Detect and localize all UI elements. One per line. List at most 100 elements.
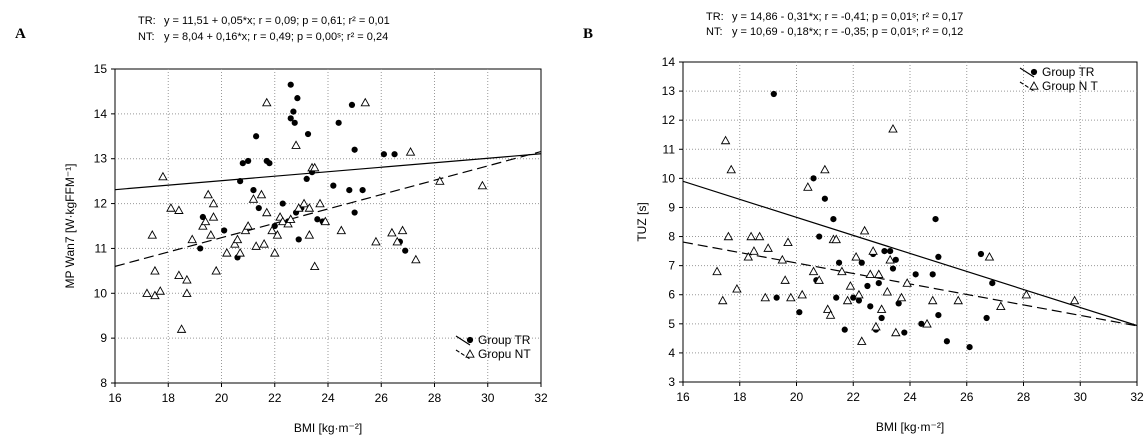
panel-b-nt-point [1069,295,1080,305]
panel-b-nt-point [797,289,807,299]
panel-b-nt-point [746,231,756,241]
panel-a-nt-point [387,227,397,237]
panel-a-tr-point [266,160,273,167]
panel-b-nt-point [732,283,742,293]
panel-a-xtick-label: 30 [481,391,495,405]
panel-a-tr-point [391,151,398,158]
panel-b-ytick-label: 13 [662,84,676,98]
panel-b-tr-point [816,233,823,240]
panel-b-ytick-label: 7 [668,259,675,273]
panel-a-xtick-label: 32 [534,391,548,405]
panel-a-nt-point [203,189,213,199]
panel-a-nt-point [208,212,219,221]
panel-b-tr-point [855,297,863,304]
panel-a-xtick-label: 20 [215,391,229,405]
panel-a-ytick-label: 11 [95,241,108,255]
panel-b-tr-point [935,253,942,261]
panel-b-nt-point [720,135,731,145]
panel-b-tr-point [901,329,908,336]
panel-a-nt-point [187,234,197,244]
panel-b-fit-line-tr [683,180,1137,327]
panel-b-nt-point [891,327,901,337]
panel-a-ytick-label: 9 [100,331,107,345]
panel-b-nt-point [888,123,898,133]
panel-b-tr-point [912,271,919,278]
panel-b-stat-tr-text: y = 14,86 - 0,31*x; r = -0,41; p = 0,01ˢ… [732,11,963,23]
panel-a-legend-marker-nt [465,349,475,358]
panel-b-nt-point [871,321,881,331]
panel-a-nt-point [477,180,488,190]
panel-b-tr-point [966,343,973,351]
panel-a-xtick-label: 16 [108,391,122,405]
panel-a-fit-lines [115,150,541,267]
panel-a-nt-point [222,247,232,257]
panel-a-tr-point [291,119,298,126]
panel-b-tr-point [918,320,925,327]
panel-b-nt-point [927,295,938,305]
panel-b-nt-point [786,292,796,302]
panel-b-tr-point [810,175,817,182]
panel-a-nt-point [304,203,315,212]
panel-a-tr-point [335,119,342,126]
panel-a-nt-point [182,274,192,284]
panel-b-nt-point [882,286,893,296]
panel-b-ytick-label: 14 [662,55,676,69]
panel-a-tr-point [245,157,252,165]
panel-a-stat-nt-label: NT: [138,31,155,43]
panel-a-nt-point [243,221,253,230]
panel-b-tr-point [977,250,985,258]
panel-a-nt-point [174,270,184,279]
panel-a-nt-point [309,261,320,271]
panel-a-nt-point [206,230,216,239]
panel-a-tr-point [304,130,312,138]
panel-a-tr-point [359,187,366,194]
panel-b-ytick-label: 6 [668,288,675,302]
panel-a-nt-point [267,225,277,235]
panel-a-tr-point [221,227,228,234]
panel-a-nt-point [261,97,272,107]
panel-a-nt-point [150,265,160,275]
panel-b-nt-point [726,164,737,174]
panel-b-nt-point [842,295,853,305]
panel-a-nt-point [360,97,371,107]
panel-b-nt-point [876,304,887,313]
panel-b-ytick-label: 4 [668,346,675,360]
panel-b-tr-point [858,259,865,266]
panel-b-ytick-label: 8 [668,230,675,244]
panel-b-nt-point [845,281,856,290]
panel-b-letter: B [583,26,593,42]
panel-a-tr-point [290,108,297,115]
panel-b-tr-point [887,247,894,255]
panel-a-nt-point [299,198,309,208]
panel-a-legend-marker-tr [466,336,474,344]
panel-b-tr-point [864,282,871,290]
panel-a-stat-tr-label: TR: [138,15,156,27]
panel-b-nt-point [831,234,841,244]
panel-b-tr-point [835,259,843,266]
panel-a-ylabel: MP Wan7 [W·kgFFM⁻¹] [63,163,77,288]
panel-a-nt-point [198,221,208,230]
panel-a-nt-point [158,171,168,181]
panel-b-xtick-label: 28 [1017,390,1031,404]
panel-b-nt-point [896,292,907,302]
panel-a-ytick-label: 10 [94,286,108,300]
panel-b-xlabel: BMI [kg·m⁻²] [876,420,944,434]
panel-b-stat-nt-text: y = 10,69 - 0,18*x; r = -0,35; p = 0,01ˢ… [732,26,963,38]
panel-a-stats: TR: y = 11,51 + 0,05*x; r = 0,09; p = 0,… [138,15,390,43]
panel-a-nt-point [392,236,402,246]
panel-a-nt-point [230,239,240,248]
panel-b-nt-point [865,269,876,279]
panel-b-nt-point [743,251,754,261]
panel-b-xtick-label: 24 [903,390,917,404]
panel-a-nt-point [176,324,187,333]
panel-a-nt-point [182,288,192,297]
panel-a-nt-point [211,265,221,275]
panel-a-legend-line-0 [455,335,471,346]
panel-a-tr-point [351,146,358,153]
panel-a-tr-point [279,200,286,207]
panel-a-nt-point [293,203,304,212]
panel-b-nt-point [808,266,819,276]
panel-b-tr-point [932,215,939,223]
